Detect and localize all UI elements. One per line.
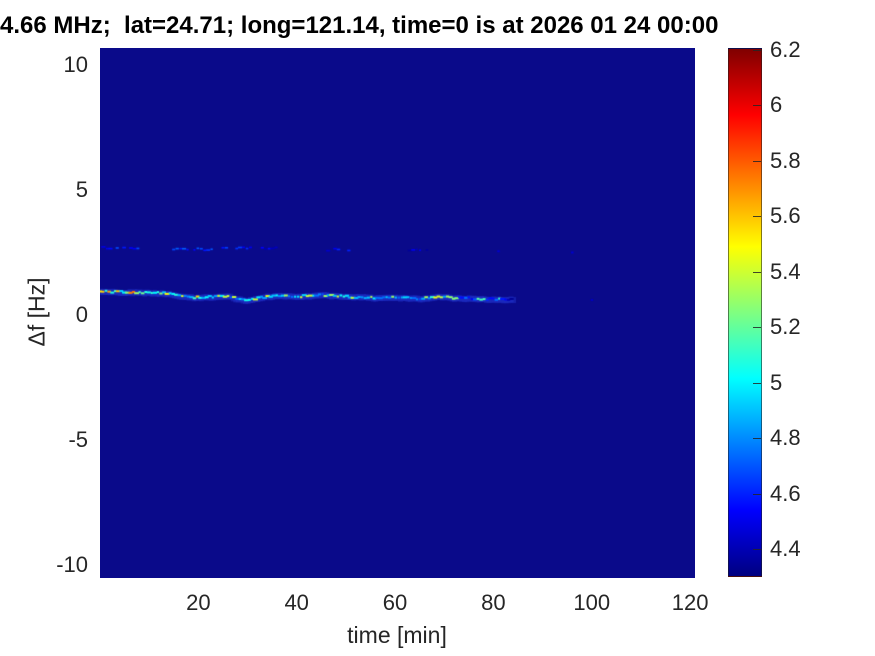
colorbar-tick-mark xyxy=(753,549,761,550)
colorbar-tick-label: 4.4 xyxy=(770,535,801,561)
colorbar-tick-mark xyxy=(753,50,761,51)
y-tick-label: -5 xyxy=(68,427,88,452)
x-axis-label: time [min] xyxy=(347,622,447,648)
y-tick-label: 10 xyxy=(63,52,88,77)
x-tick-label: 100 xyxy=(573,590,611,615)
plot-title: 4.66 MHz; lat=24.71; long=121.14, time=0… xyxy=(0,12,719,39)
colorbar-tick-mark xyxy=(753,105,761,106)
y-tick-label: 0 xyxy=(75,302,88,327)
x-tick-label: 40 xyxy=(284,590,309,615)
colorbar-tick-label: 4.6 xyxy=(770,480,801,506)
colorbar-tick-mark xyxy=(753,383,761,384)
colorbar-tick-mark xyxy=(753,272,761,273)
colorbar-tick-label: 6.2 xyxy=(770,37,801,62)
spectrogram-heatmap xyxy=(100,48,695,578)
colorbar-tick-label: 5.2 xyxy=(770,314,801,340)
x-tick-label: 60 xyxy=(382,590,408,615)
colorbar-tick-mark xyxy=(753,327,761,328)
colorbar-tick-label: 6 xyxy=(770,92,783,118)
colorbar-tick-mark xyxy=(753,438,761,439)
x-tick-label: 20 xyxy=(186,590,211,615)
colorbar-tick-label: 5 xyxy=(770,369,783,395)
colorbar-tick-mark xyxy=(753,161,761,162)
y-tick-label: 5 xyxy=(75,177,88,202)
colorbar-tick-label: 5.6 xyxy=(770,203,801,229)
y-tick-label: -10 xyxy=(56,552,88,577)
colorbar-tick-mark xyxy=(753,216,761,217)
colorbar-tick-label: 4.8 xyxy=(770,425,801,451)
colorbar-tick-label: 5.8 xyxy=(770,147,801,173)
x-tick-label: 120 xyxy=(671,590,709,615)
x-tick-label: 80 xyxy=(481,590,506,615)
colorbar-tick-label: 5.4 xyxy=(770,258,801,284)
colorbar-tick-mark xyxy=(753,494,761,495)
colorbar-jet-gradient xyxy=(728,48,762,577)
